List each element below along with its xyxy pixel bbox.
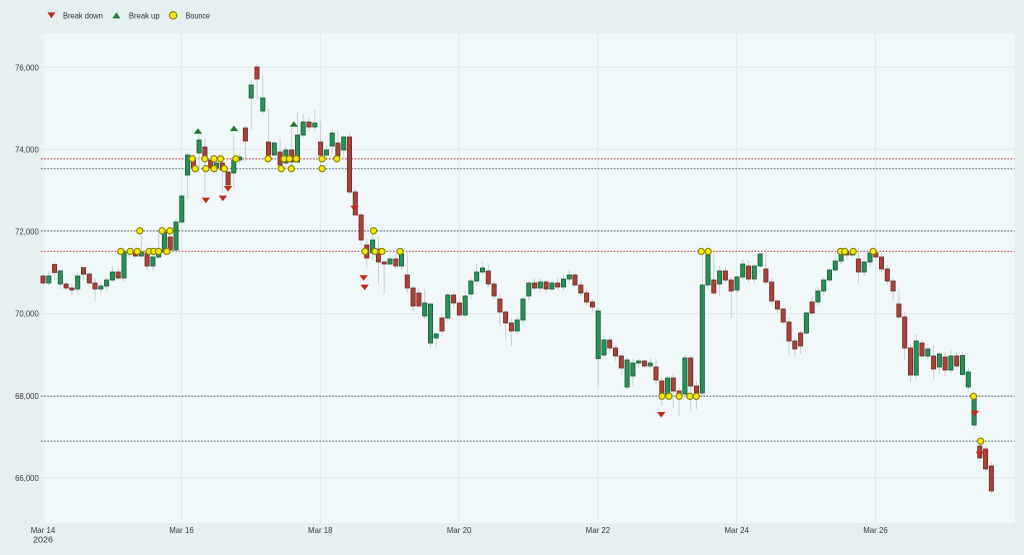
svg-text:Bounce: Bounce (186, 10, 211, 20)
svg-text:70,000: 70,000 (15, 309, 39, 319)
svg-text:66,000: 66,000 (15, 473, 39, 483)
svg-text:Mar 14: Mar 14 (31, 525, 56, 535)
svg-text:Break up: Break up (129, 10, 160, 20)
svg-text:Break down: Break down (63, 10, 103, 20)
svg-text:Mar 26: Mar 26 (863, 525, 888, 535)
svg-text:Mar 18: Mar 18 (308, 525, 333, 535)
svg-text:68,000: 68,000 (15, 391, 39, 401)
svg-text:Mar 24: Mar 24 (724, 525, 749, 535)
svg-text:Mar 22: Mar 22 (586, 525, 611, 535)
svg-text:76,000: 76,000 (15, 62, 39, 72)
svg-text:72,000: 72,000 (15, 227, 39, 237)
svg-text:Mar 16: Mar 16 (169, 525, 194, 535)
svg-text:2026: 2026 (33, 534, 53, 544)
svg-text:Mar 20: Mar 20 (447, 525, 472, 535)
svg-text:74,000: 74,000 (15, 144, 39, 154)
